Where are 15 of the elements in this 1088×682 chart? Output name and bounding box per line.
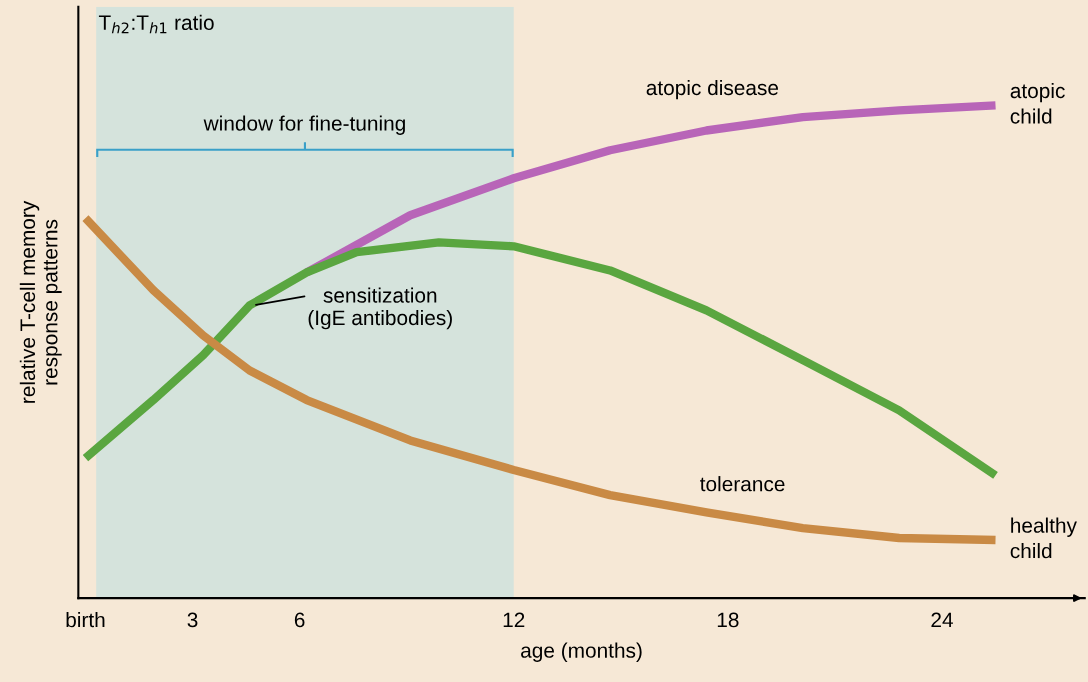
- band-label: window for fine-tuning: [203, 115, 405, 135]
- x-axis-title: age (months): [521, 642, 642, 662]
- x-tick-label: birth: [66, 612, 105, 628]
- annotation: sensitization (IgE antibodies): [308, 287, 452, 330]
- x-tick-label: 6: [294, 612, 305, 628]
- x-tick-label: 24: [931, 612, 953, 628]
- text: T$_{h2}$:T$_{h1}$ ratio: [98, 14, 214, 34]
- text: atopic disease: [646, 79, 779, 100]
- x-tick-label: 18: [717, 612, 739, 628]
- series-label: healthy child: [1010, 517, 1077, 559]
- x-tick-label: 3: [187, 612, 198, 628]
- series-label: atopic child: [1010, 82, 1065, 124]
- y-axis-title: relative T-cell memory response patterns: [19, 200, 62, 403]
- x-tick-label: 12: [503, 612, 525, 628]
- annotation: tolerance: [700, 476, 785, 492]
